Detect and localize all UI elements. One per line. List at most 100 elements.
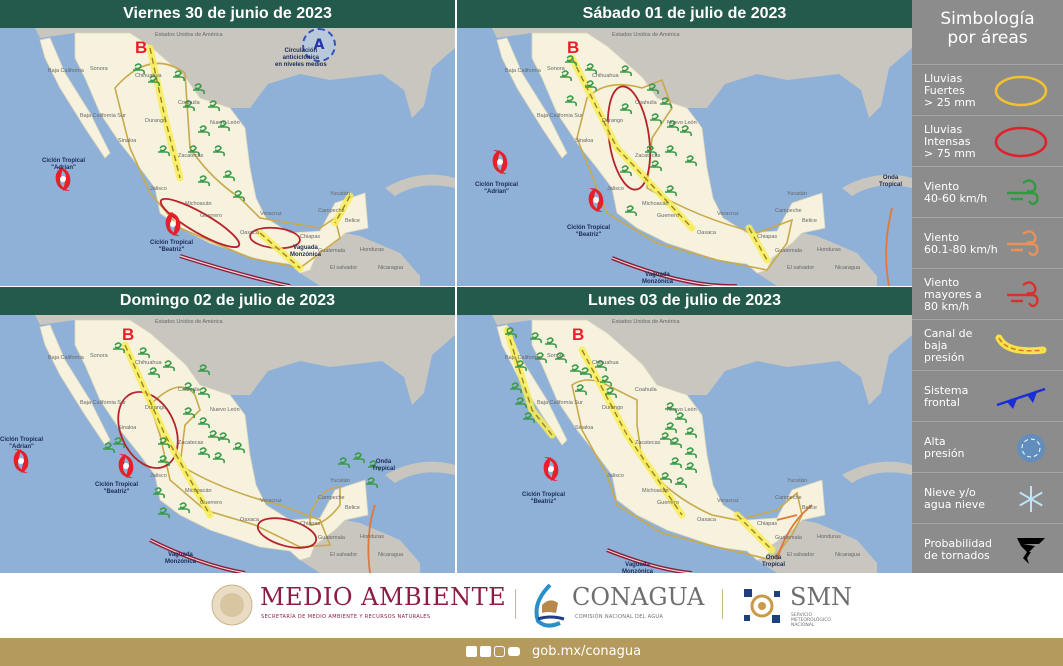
wind-icon	[208, 430, 220, 442]
wind-icon	[685, 427, 697, 439]
smn-logo-text: SMN	[790, 583, 853, 611]
legend-item-label: Alta presión	[924, 435, 965, 460]
heavy-rain-area	[309, 486, 341, 526]
map-label: Campeche	[318, 208, 345, 214]
footer-logos: MEDIO AMBIENTE SECRETARÍA DE MEDIO AMBIE…	[0, 573, 1063, 638]
conagua-logo-icon	[534, 583, 565, 628]
map-label: Jalisco	[607, 473, 624, 479]
tropical-cyclone-icon	[588, 188, 604, 212]
wind-icon	[545, 337, 557, 349]
map-label: Honduras	[360, 534, 384, 540]
map-label: Estados Unidos de América	[155, 32, 223, 38]
legend-item-label: Viento mayores a 80 km/h	[924, 276, 982, 313]
map-label: Zacatecas	[178, 153, 204, 159]
legend-item: Nieve y/o agua nieve	[912, 472, 1063, 525]
wind-icon	[213, 452, 225, 464]
trough-line-icon	[995, 334, 1047, 355]
map-label: Sonora	[547, 66, 565, 72]
wind-icon	[198, 175, 210, 187]
instagram-icon[interactable]	[494, 646, 505, 657]
wind-icon	[523, 412, 535, 424]
tropical-wave	[367, 504, 376, 573]
map-label: Nicaragua	[378, 265, 404, 271]
youtube-icon[interactable]	[508, 647, 520, 656]
map-label: Zacatecas	[178, 440, 204, 446]
heavy-rain-area	[149, 386, 332, 548]
map-label: Chihuahua	[135, 360, 162, 366]
red-ellipse-icon	[994, 126, 1048, 158]
wind-icon	[665, 185, 677, 197]
map-label: Guatemala	[318, 535, 345, 541]
wind-icon	[188, 145, 200, 157]
map-label: Chihuahua	[135, 73, 162, 79]
wind-icon	[198, 447, 210, 459]
logo-divider	[515, 589, 516, 619]
map-label: Sonora	[90, 353, 108, 359]
wind-icon	[163, 360, 175, 372]
wind-icon	[605, 387, 617, 399]
wind-icon	[223, 170, 235, 182]
map-label: Michoacán	[642, 201, 669, 207]
map-label: Estados Unidos de América	[612, 32, 680, 38]
intense-rain-area	[256, 517, 318, 549]
map-label: Campeche	[318, 495, 345, 501]
map-label: Sonora	[547, 353, 565, 359]
legend-item: Viento 60.1-80 km/h	[912, 217, 1063, 270]
wind-icon	[198, 417, 210, 429]
tropical-cyclone-icon	[13, 449, 29, 473]
wind-icon	[505, 327, 517, 339]
map-label: Guatemala	[775, 535, 802, 541]
map-label: Campeche	[775, 208, 802, 214]
map-label: Durango	[145, 118, 167, 124]
wind-icon	[198, 364, 210, 376]
wind-icon	[650, 113, 662, 125]
wind-icon	[580, 367, 592, 379]
cyclone-label: Ciclón Tropical "Beatriz"	[522, 492, 566, 505]
wind-icon	[680, 125, 692, 137]
wind-icon	[178, 502, 190, 514]
map-label: Coahuila	[178, 100, 200, 106]
cyclone-label: Ciclón Tropical "Beatriz"	[567, 225, 611, 238]
map-label: Honduras	[817, 247, 841, 253]
map-label: Baja California Sur	[80, 400, 126, 406]
wind-icon	[233, 442, 245, 454]
map-label: Yucatán	[787, 478, 807, 484]
twitter-icon[interactable]	[480, 646, 491, 657]
wind-icon	[153, 487, 165, 499]
map-label: Honduras	[360, 247, 384, 253]
monsoon-trough-label: Vaguada Monzónica	[290, 245, 321, 258]
website-link[interactable]: gob.mx/conagua	[532, 644, 642, 659]
cold-front-icon	[996, 387, 1046, 409]
logo-divider	[722, 589, 723, 619]
map-label: Chihuahua	[592, 73, 619, 79]
wind-icon	[675, 412, 687, 424]
tropical-wave	[776, 504, 813, 561]
low-pressure-marker: B	[567, 38, 580, 57]
map-label: Guerrero	[657, 213, 680, 219]
map-label: Belice	[802, 505, 817, 511]
wind-icon	[173, 70, 185, 82]
panel-title: Sábado 01 de julio de 2023	[457, 0, 912, 28]
weather-map: Estados Unidos de América Sonora Chihuahua…	[457, 315, 912, 573]
map-label: Coahuila	[635, 100, 657, 106]
map-base	[457, 28, 912, 286]
semarnat-logo-text: MEDIO AMBIENTE	[260, 583, 507, 611]
high-pressure-marker: A	[302, 28, 336, 62]
low-pressure-marker: B	[572, 325, 585, 344]
wind-icon	[218, 432, 230, 444]
smn-subtitle: SERVICIO METEOROLÓGICO NACIONAL	[791, 613, 831, 628]
wind-icon	[148, 367, 160, 379]
map-label: El salvador	[787, 552, 815, 558]
wind-icon	[665, 145, 677, 157]
tropical-cyclone-icon	[118, 454, 134, 478]
smn-logo-icon	[744, 589, 780, 623]
mexico-seal-icon	[211, 584, 253, 626]
wind-icon	[675, 477, 687, 489]
wind-icon	[595, 360, 607, 372]
tropical-wave-label: Onda Tropical	[372, 459, 396, 472]
facebook-icon[interactable]	[466, 646, 477, 657]
map-label: Veracruz	[717, 498, 739, 504]
map-label: Baja California	[48, 355, 84, 361]
intense-rain-area	[159, 197, 241, 249]
cyclone-label: Ciclón Tropical "Beatriz"	[150, 240, 194, 253]
